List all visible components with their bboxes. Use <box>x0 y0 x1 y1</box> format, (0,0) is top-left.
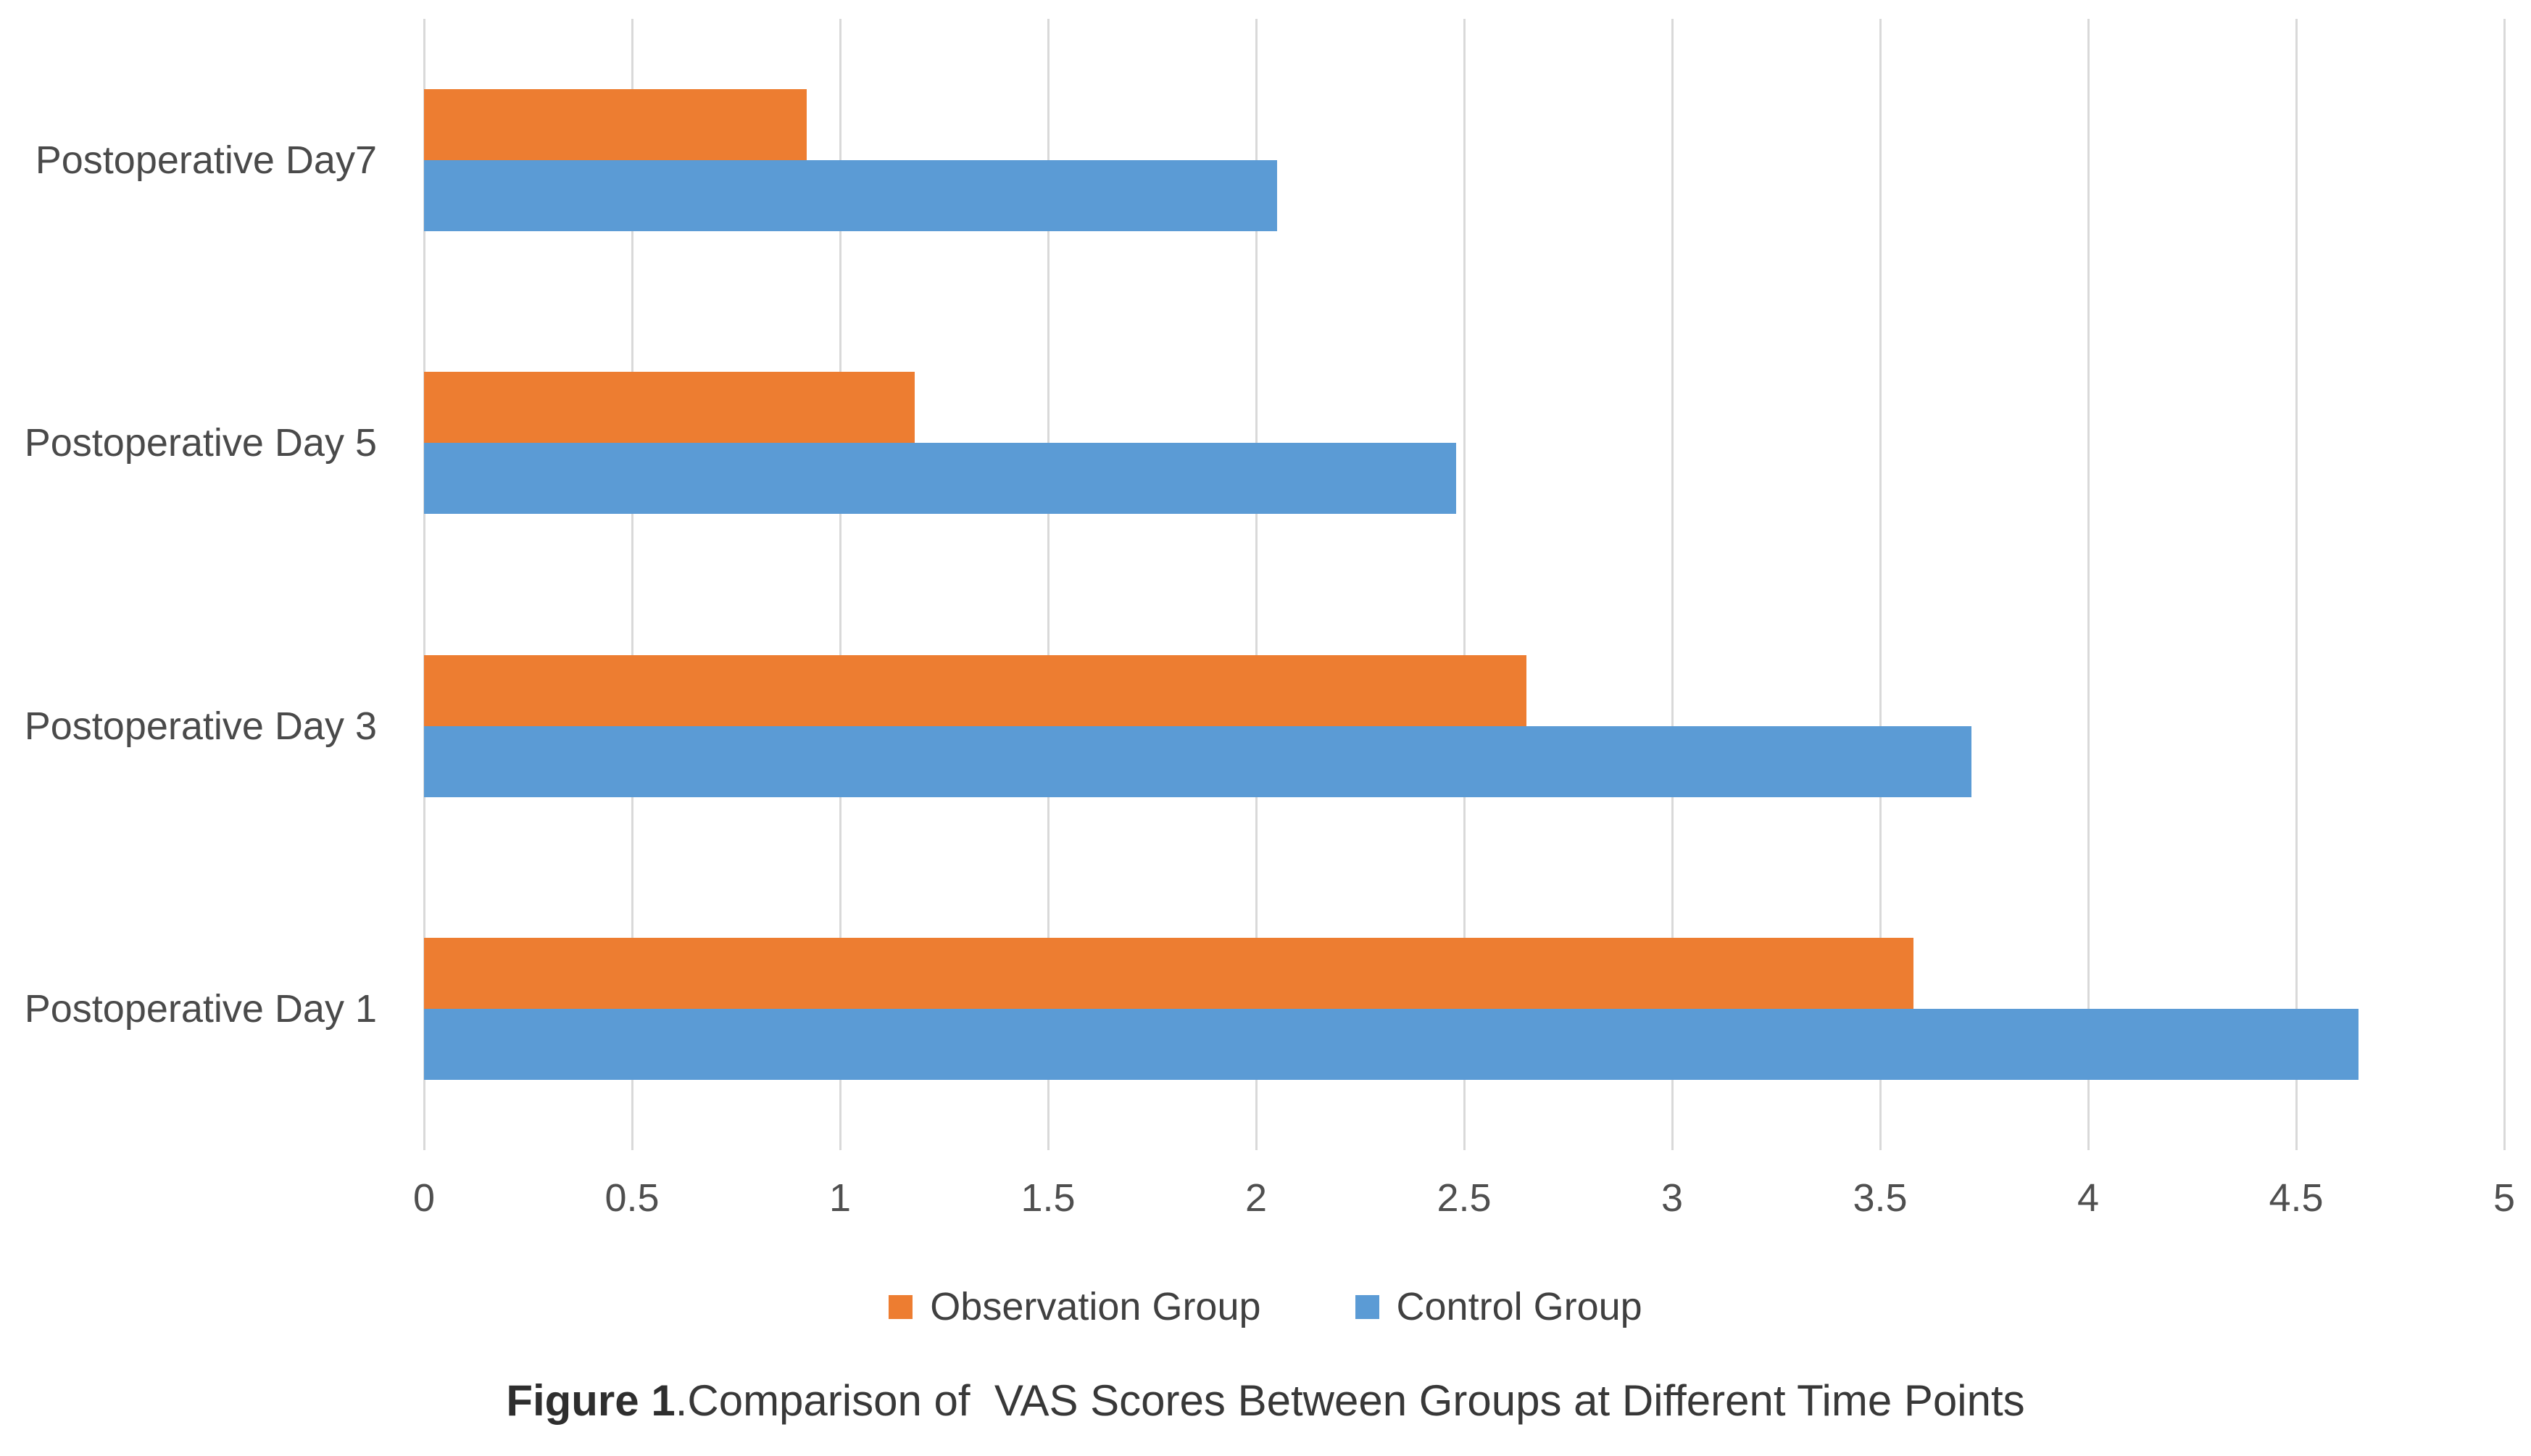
bar-control-group-postoperative-day-5 <box>424 443 1456 515</box>
gridline-5 <box>2503 19 2506 1150</box>
row-postoperative-day7 <box>424 19 2504 301</box>
gridline-0.5 <box>631 19 633 1150</box>
row-postoperative-day-3 <box>424 585 2504 868</box>
gridline-0 <box>423 19 425 1150</box>
row-postoperative-day-1 <box>424 868 2504 1150</box>
figure-caption: Figure 1.Comparison of VAS Scores Betwee… <box>0 1376 2531 1426</box>
gridline-2.5 <box>1463 19 1466 1150</box>
x-tick-2.5: 2.5 <box>1437 1176 1492 1220</box>
x-tick-1.5: 1.5 <box>1021 1176 1076 1220</box>
x-tick-0: 0 <box>412 1176 436 1220</box>
x-tick-4: 4 <box>2077 1176 2100 1220</box>
gridline-3.5 <box>1879 19 1882 1150</box>
gridline-1.5 <box>1047 19 1050 1150</box>
gridline-1 <box>839 19 841 1150</box>
figure-caption-label: Figure 1 <box>506 1376 676 1425</box>
figure-caption-text: .Comparison of VAS Scores Between Groups… <box>675 1376 2025 1425</box>
gridline-2 <box>1255 19 1258 1150</box>
bar-control-group-postoperative-day-3 <box>424 725 1972 797</box>
bar-observation-group-postoperative-day-5 <box>424 372 915 444</box>
category-label-postoperative-day-1: Postoperative Day 1 <box>24 986 377 1031</box>
gridline-4.5 <box>2295 19 2298 1150</box>
category-label-postoperative-day-5: Postoperative Day 5 <box>24 421 377 465</box>
category-label-postoperative-day-3: Postoperative Day 3 <box>24 704 377 748</box>
x-tick-3: 3 <box>1661 1176 1684 1220</box>
gridline-3 <box>1671 19 1674 1150</box>
bar-control-group-postoperative-day-1 <box>424 1008 2359 1080</box>
x-tick-0.5: 0.5 <box>604 1176 660 1220</box>
x-tick-5: 5 <box>2493 1176 2516 1220</box>
bar-observation-group-postoperative-day7 <box>424 89 807 161</box>
bar-control-group-postoperative-day7 <box>424 160 1277 232</box>
bar-observation-group-postoperative-day-1 <box>424 937 1913 1009</box>
legend-item-observation-group: Observation Group <box>889 1284 1261 1329</box>
legend-item-control-group: Control Group <box>1355 1284 1642 1329</box>
row-postoperative-day-5 <box>424 301 2504 584</box>
legend-swatch-observation-group <box>889 1294 913 1319</box>
legend-label-observation-group: Observation Group <box>930 1285 1261 1328</box>
x-tick-2: 2 <box>1244 1176 1268 1220</box>
category-label-postoperative-day7: Postoperative Day7 <box>35 138 377 183</box>
plot-area <box>423 19 2506 1150</box>
bar-observation-group-postoperative-day-3 <box>424 654 1527 726</box>
x-tick-4.5: 4.5 <box>2269 1176 2324 1220</box>
x-tick-1: 1 <box>828 1176 852 1220</box>
gridline-4 <box>2087 19 2090 1150</box>
value-axis: 0 0.5 1 1.5 2 2.5 3 3.5 4 4.5 5 <box>413 1176 2515 1241</box>
category-axis: Postoperative Day7 Postoperative Day 5 Pos… <box>0 19 377 1150</box>
legend-swatch-control-group <box>1355 1294 1379 1319</box>
legend-label-control-group: Control Group <box>1396 1285 1642 1328</box>
legend: Observation Group Control Group <box>0 1284 2531 1329</box>
x-tick-3.5: 3.5 <box>1853 1176 1908 1220</box>
